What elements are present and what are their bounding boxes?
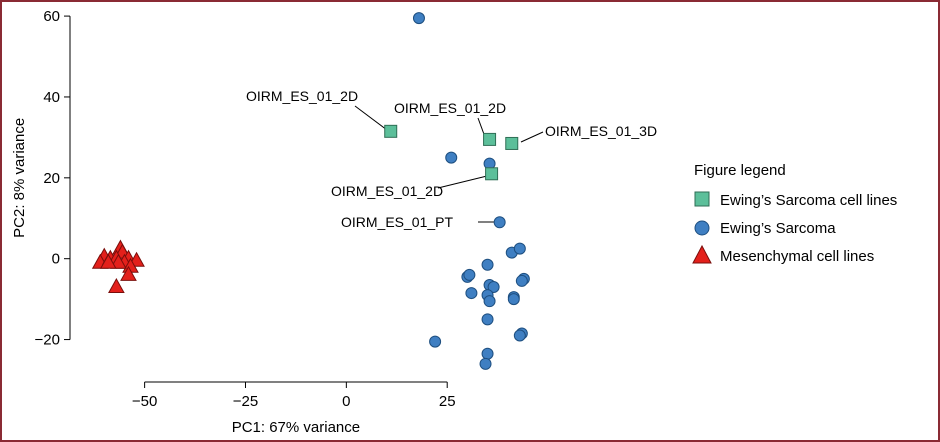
ewing-sarcoma-point [463,268,476,281]
y-tick-label: −20 [35,332,60,349]
legend-label-ewing-cell-lines: Ewing’s Sarcoma cell lines [720,192,897,209]
ewing-sarcoma-point [445,151,458,164]
cell-line-point [384,124,398,138]
annotation-leader-line [354,105,388,131]
legend-square-icon [694,191,710,207]
ewing-sarcoma-point [481,347,494,360]
ewing-sarcoma-point [412,12,425,25]
ewing-sarcoma-point [481,258,494,271]
ewing-sarcoma-point [493,216,506,229]
cell-line-point [483,132,497,146]
ewing-sarcoma-point [479,357,492,370]
mesenchymal-point [99,253,117,269]
annotation-label: OIRM_ES_01_2D [394,100,506,116]
x-tick-label: −50 [132,393,157,410]
annotation-label: OIRM_ES_01_2D [331,183,443,199]
ewing-sarcoma-point [483,295,496,308]
cell-line-point [485,167,499,181]
legend-triangle-icon [692,244,712,264]
ewing-sarcoma-point [507,293,520,306]
y-tick-label: 40 [43,89,60,106]
legend: Figure legend Ewing’s Sarcoma cell lines… [692,162,897,265]
y-tick-label: 0 [52,251,60,268]
y-axis-ticks: 60 40 20 0 −20 [35,8,70,349]
legend-title: Figure legend [694,162,786,179]
axes: −50 −25 0 25 60 40 20 0 −20 [35,8,456,410]
ewing-sarcoma-point [513,242,526,255]
legend-label-ewing-sarcoma: Ewing’s Sarcoma [720,220,836,237]
annotation-label: OIRM_ES_01_2D [246,88,358,104]
annotation-label: OIRM_ES_01_3D [545,123,657,139]
ewing-sarcoma-point [429,335,442,348]
ewing-sarcoma-point [487,281,500,293]
x-axis-ticks: −50 −25 0 25 [132,382,456,410]
x-tick-label: 25 [439,393,456,410]
annotation-leader-line [520,131,544,143]
cell-line-point [505,136,519,150]
ewing-sarcoma-point [515,274,528,287]
mesenchymal-point [110,253,127,269]
y-axis-title: PC2: 8% variance [11,118,28,238]
data-points [91,12,530,370]
point-annotations: OIRM_ES_01_2D OIRM_ES_01_2D OIRM_ES_01_3… [246,88,657,230]
mesenchymal-point [108,277,125,293]
y-tick-label: 60 [43,8,60,25]
legend-circle-icon [694,220,710,236]
y-tick-label: 20 [43,170,60,187]
x-tick-label: −25 [233,393,258,410]
ewing-sarcoma-point [481,313,494,326]
mesenchymal-point [120,265,137,281]
legend-label-mesenchymal: Mesenchymal cell lines [720,248,874,265]
annotation-leader-line [437,175,488,189]
ewing-sarcoma-point [513,329,526,342]
x-tick-label: 0 [342,393,350,410]
x-axis-title: PC1: 67% variance [232,419,360,436]
ewing-sarcoma-point [465,287,478,300]
annotation-label: OIRM_ES_01_PT [341,214,453,230]
